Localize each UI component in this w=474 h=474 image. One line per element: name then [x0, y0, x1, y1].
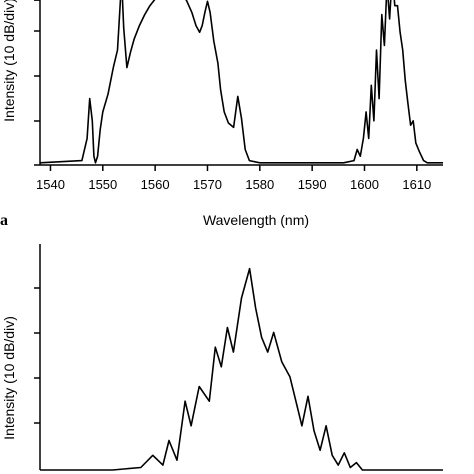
chart-a-x-tick-label: 1580 — [245, 177, 274, 192]
chart-b — [34, 0, 443, 471]
chart-a-xlabel: Wavelength (nm) — [203, 212, 309, 228]
chart-a-x-tick-label: 1560 — [141, 177, 170, 192]
chart-a-x-tick-label: 1610 — [402, 177, 431, 192]
chart-a-x-tick-label: 1570 — [193, 177, 222, 192]
chart-a-series-line-0 — [39, 0, 443, 164]
chart-a-x-tick-label: 1540 — [36, 177, 65, 192]
chart-a-x-tick-label: 1550 — [88, 177, 117, 192]
chart-a-x-tick-label: 1600 — [350, 177, 379, 192]
chart-b-series-line-0 — [40, 267, 443, 471]
chart-b-ylabel: Intensity (10 dB/div) — [1, 316, 17, 440]
chart-a-panel-label: a — [0, 212, 8, 229]
chart-a-x-tick-label: 1590 — [298, 177, 327, 192]
chart-a-ylabel: Intensity (10 dB/div) — [1, 0, 17, 122]
chart-a: 1540 1550 1560 1570 1580 1590 1600 1610 — [34, 0, 443, 192]
